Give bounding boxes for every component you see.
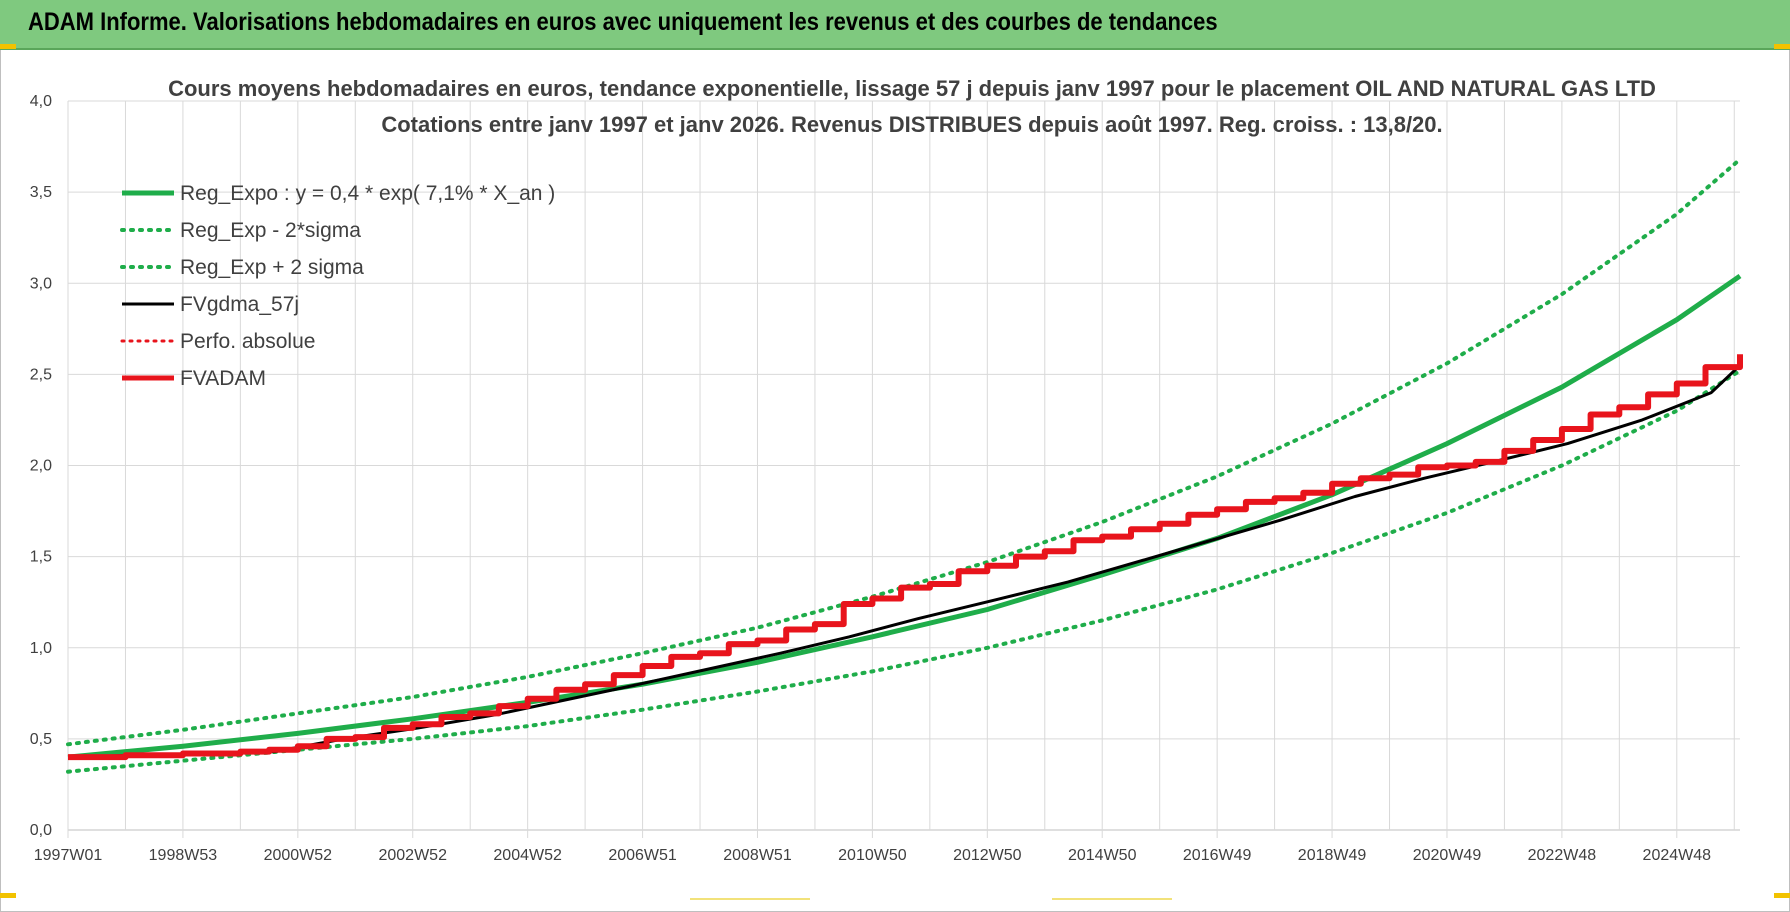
grid xyxy=(67,100,1740,838)
chart-title: Cours moyens hebdomadaires en euros, ten… xyxy=(168,76,1656,101)
legend-label: FVgdma_57j xyxy=(180,293,299,316)
series-layer xyxy=(66,157,1743,774)
x-tick-label: 2004W52 xyxy=(493,847,562,864)
chart-subtitle: Cotations entre janv 1997 et janv 2026. … xyxy=(381,112,1442,137)
x-tick-label: 2000W52 xyxy=(264,847,333,864)
series-line-2 xyxy=(66,157,1742,747)
x-tick-label: 2016W49 xyxy=(1183,847,1252,864)
legend-label: Reg_Exp + 2 sigma xyxy=(180,256,364,279)
x-tick-label: 2024W48 xyxy=(1643,847,1712,864)
x-tick-label: 2022W48 xyxy=(1528,847,1597,864)
x-tick-label: 2006W51 xyxy=(608,847,677,864)
x-tick-label: 2012W50 xyxy=(953,847,1022,864)
x-tick-label: 2020W49 xyxy=(1413,847,1482,864)
y-tick-label: 1,0 xyxy=(30,640,52,657)
series-line-5 xyxy=(68,354,1743,761)
series-line-1 xyxy=(66,368,1742,774)
report-banner: ADAM Informe. Valorisations hebdomadaire… xyxy=(0,0,1790,50)
corner-marker-top-right xyxy=(1774,44,1790,49)
corner-marker-top-left xyxy=(0,44,16,49)
decor-underline-left xyxy=(690,898,810,900)
y-tick-label: 1,5 xyxy=(30,549,52,566)
axis-ticks: 0,0 0,5 1,0 1,5 2,0 2,5 3,0 3,5 4,0 1997W01 1998W5… xyxy=(30,93,1711,864)
decor-underline-right xyxy=(1052,898,1172,900)
x-tick-label: 2010W50 xyxy=(838,847,907,864)
legend-label: FVADAM xyxy=(180,367,266,390)
legend: Reg_Expo : y = 0,4 * exp( 7,1% * X_an ) R… xyxy=(120,182,555,390)
y-tick-label: 4,0 xyxy=(30,93,52,110)
corner-marker-bottom-left xyxy=(0,893,16,898)
legend-label: Reg_Exp - 2*sigma xyxy=(180,219,361,242)
x-tick-label: 1998W53 xyxy=(149,847,218,864)
legend-label: Perfo. absolue xyxy=(180,330,315,353)
legend-label: Reg_Expo : y = 0,4 * exp( 7,1% * X_an ) xyxy=(180,182,555,205)
report-title: ADAM Informe. Valorisations hebdomadaire… xyxy=(28,8,1218,36)
x-tick-label: 2014W50 xyxy=(1068,847,1137,864)
y-tick-label: 0,0 xyxy=(30,822,52,839)
series-line-0 xyxy=(67,273,1742,760)
y-tick-label: 2,0 xyxy=(30,458,52,475)
y-tick-label: 3,0 xyxy=(30,275,52,292)
x-tick-label: 2018W49 xyxy=(1298,847,1367,864)
x-tick-label: 2008W51 xyxy=(723,847,792,864)
y-tick-label: 2,5 xyxy=(30,366,52,383)
y-tick-label: 3,5 xyxy=(30,184,52,201)
x-tick-label: 1997W01 xyxy=(34,847,103,864)
y-tick-label: 0,5 xyxy=(30,731,52,748)
x-tick-label: 2002W52 xyxy=(378,847,447,864)
corner-marker-bottom-right xyxy=(1774,893,1790,898)
